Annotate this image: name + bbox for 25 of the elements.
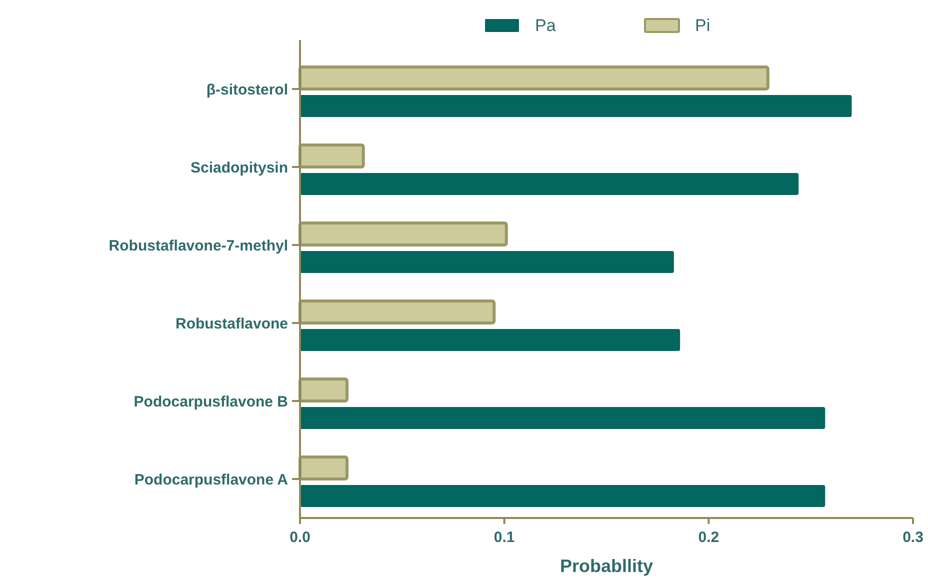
x-tick-label: 0.0 xyxy=(290,529,310,546)
y-tick-label: Robustaflavone-7-methyl xyxy=(108,237,288,254)
bar xyxy=(300,251,674,273)
bar xyxy=(300,95,852,117)
y-tick-label: Sciadopitysin xyxy=(190,159,288,176)
bar xyxy=(300,329,680,351)
y-tick-label: Podocarpusflavone A xyxy=(134,471,288,488)
bar xyxy=(298,222,508,246)
bar xyxy=(298,378,348,402)
x-tick-label: 0.1 xyxy=(494,529,515,546)
x-tick-label: 0.3 xyxy=(902,529,924,546)
x-axis-title: Probabllity xyxy=(560,556,654,576)
bar xyxy=(300,407,826,429)
bar xyxy=(300,485,826,507)
y-tick-label: Podocarpusflavone B xyxy=(134,393,288,410)
bar xyxy=(298,144,365,168)
bar xyxy=(300,173,799,195)
y-tick-label: β-sitosterol xyxy=(206,81,288,98)
bar xyxy=(298,66,770,90)
legend-label: Pa xyxy=(535,16,556,35)
y-tick-label: Robustaflavone xyxy=(175,315,288,332)
legend-label: Pi xyxy=(695,16,710,35)
x-tick-label: 0.2 xyxy=(698,529,720,546)
bar xyxy=(298,300,496,324)
bar xyxy=(298,456,348,480)
